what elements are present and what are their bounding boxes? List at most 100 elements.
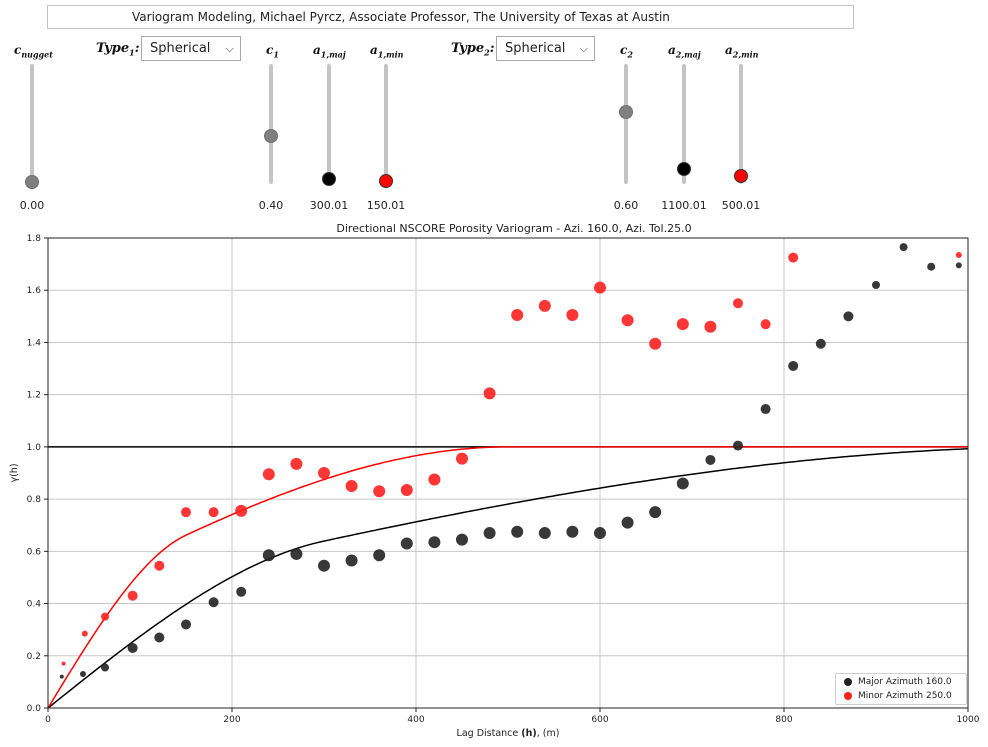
slider-knob[interactable] xyxy=(734,169,748,184)
x-tick-label: 800 xyxy=(775,715,792,725)
chart-title: Directional NSCORE Porosity Variogram - … xyxy=(336,222,691,235)
legend-label-major: Major Azimuth 160.0 xyxy=(858,677,952,687)
c1-label: c1 xyxy=(266,43,279,60)
y-tick-label: 1.2 xyxy=(27,391,41,401)
minor-point xyxy=(400,483,413,496)
legend-label-minor: Minor Azimuth 250.0 xyxy=(858,691,952,701)
minor-point xyxy=(955,251,962,258)
x-tick-label: 600 xyxy=(591,715,608,725)
slider-knob[interactable] xyxy=(619,105,633,120)
legend-item-major: Major Azimuth 160.0 xyxy=(844,676,952,689)
chart-legend: Major Azimuth 160.0 Minor Azimuth 250.0 xyxy=(835,673,967,705)
a1-min-slider[interactable] xyxy=(371,64,401,188)
point-layer xyxy=(59,243,962,679)
major-point xyxy=(456,533,468,546)
major-point xyxy=(428,536,441,549)
minor-point xyxy=(154,560,165,571)
minor-point xyxy=(676,318,689,331)
legend-marker-major xyxy=(844,677,852,686)
a2-maj-slider[interactable] xyxy=(669,64,699,184)
y-tick-label: 0.2 xyxy=(27,652,41,662)
a1-maj-slider[interactable] xyxy=(314,64,344,186)
minor-point xyxy=(61,661,66,666)
y-axis-label: γ(h) xyxy=(9,463,20,482)
plot-frame xyxy=(47,237,969,709)
major-point xyxy=(262,549,275,562)
minor-point xyxy=(760,319,771,330)
type1-label: Type1: xyxy=(96,41,140,58)
major-point xyxy=(101,663,110,672)
x-tick-label: 0 xyxy=(45,715,51,725)
a1-min-value: 150.01 xyxy=(366,199,406,212)
major-point xyxy=(594,527,606,540)
minor-point xyxy=(318,467,330,479)
y-tick-label: 1.8 xyxy=(27,234,42,244)
y-tick-label: 1.0 xyxy=(27,443,42,453)
grid-layer xyxy=(47,237,969,709)
a2-min-slider[interactable] xyxy=(726,64,756,184)
x-tick-label: 400 xyxy=(407,715,424,725)
major-point xyxy=(208,597,219,608)
type1-dropdown[interactable]: Spherical ⌵ xyxy=(141,36,241,61)
major-point xyxy=(843,311,854,322)
minor-point xyxy=(511,309,524,322)
y-tick-label: 0.6 xyxy=(27,547,42,557)
c1-slider[interactable] xyxy=(256,64,286,184)
slider-knob[interactable] xyxy=(264,128,278,143)
major-point xyxy=(955,262,962,269)
major-point xyxy=(345,554,358,567)
major-point xyxy=(538,527,551,540)
minor-point xyxy=(235,504,248,517)
minor-point xyxy=(649,337,662,350)
minor-point xyxy=(373,485,386,498)
minor-point xyxy=(594,281,606,294)
a1-maj-value: 300.01 xyxy=(309,199,349,212)
slider-knob[interactable] xyxy=(25,175,39,189)
x-axis-label: Lag Distance (h), (m) xyxy=(457,728,560,739)
y-tick-label: 0.0 xyxy=(27,704,42,714)
model-layer xyxy=(47,446,969,709)
minor-point xyxy=(538,299,551,312)
major-point xyxy=(79,671,86,678)
slider-track xyxy=(682,64,686,184)
slider-knob[interactable] xyxy=(322,171,336,186)
major-point xyxy=(705,454,716,465)
major-point xyxy=(59,674,64,679)
major-point xyxy=(621,516,634,529)
major-point xyxy=(181,619,191,630)
minor-point xyxy=(621,314,634,327)
slider-track xyxy=(327,64,331,184)
c-nugget-value: 0.00 xyxy=(19,199,45,212)
minor-point xyxy=(566,309,579,322)
major-point xyxy=(127,642,138,653)
c2-value: 0.60 xyxy=(613,199,639,212)
legend-item-minor: Minor Azimuth 250.0 xyxy=(844,690,952,703)
y-tick-label: 0.4 xyxy=(27,600,42,610)
slider-track xyxy=(269,64,273,184)
type2-dropdown[interactable]: Spherical ⌵ xyxy=(496,36,595,61)
slider-knob[interactable] xyxy=(379,173,393,188)
major-point xyxy=(373,549,386,562)
c2-slider[interactable] xyxy=(611,64,641,184)
a2-maj-label: a2,maj xyxy=(668,43,701,60)
y-tick-label: 1.6 xyxy=(27,286,42,296)
slider-knob[interactable] xyxy=(677,162,691,177)
minor-point xyxy=(101,612,110,621)
app-title-bar: Variogram Modeling, Michael Pyrcz, Assoc… xyxy=(47,5,854,29)
chevron-down-icon: ⌵ xyxy=(225,42,234,55)
minor-point xyxy=(181,507,191,518)
c-nugget-slider[interactable] xyxy=(17,64,47,189)
minor-point xyxy=(81,630,88,637)
c2-label: c2 xyxy=(620,43,633,60)
model-curve-major xyxy=(47,448,969,709)
type2-selected: Spherical xyxy=(505,41,566,56)
major-point xyxy=(760,404,771,415)
major-point xyxy=(290,547,303,560)
minor-point xyxy=(208,507,219,518)
minor-point xyxy=(127,590,138,601)
minor-point xyxy=(483,387,496,400)
major-point xyxy=(927,262,936,271)
major-point xyxy=(676,477,689,490)
a2-maj-value: 1100.01 xyxy=(661,199,707,212)
